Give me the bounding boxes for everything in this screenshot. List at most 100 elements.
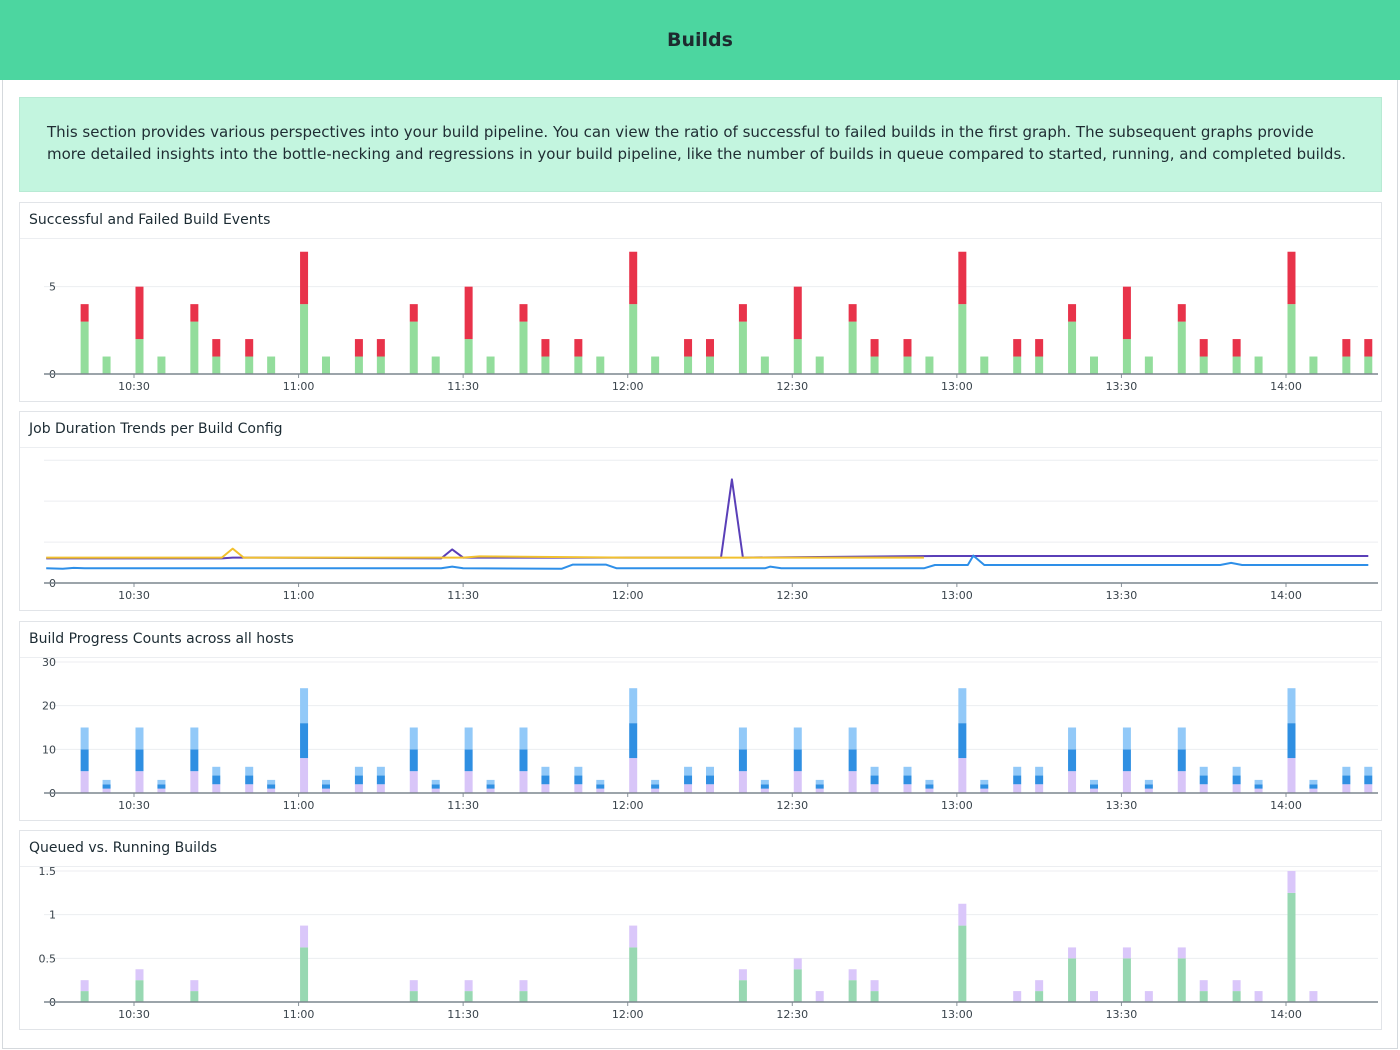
bar-segment-s1 xyxy=(409,749,418,772)
bar-segment-s1 xyxy=(1287,723,1296,759)
bar-segment-s0 xyxy=(1199,356,1208,374)
bar-segment-s0 xyxy=(958,925,967,1002)
bar-segment-s1 xyxy=(464,286,473,340)
y-tick-label: 20 xyxy=(42,700,56,713)
bar-segment-s2 xyxy=(596,779,605,785)
bar-segment-s1 xyxy=(848,749,857,772)
x-tick-label: 13:00 xyxy=(941,589,973,602)
bar-segment-s0 xyxy=(1122,958,1131,1002)
x-tick-label: 14:00 xyxy=(1270,1008,1302,1021)
bar-segment-s0 xyxy=(1309,788,1318,793)
bar-segment-s0 xyxy=(157,356,166,374)
x-tick-label: 11:00 xyxy=(283,1008,315,1021)
bar-segment-s1 xyxy=(738,749,747,772)
bar-segment-s0 xyxy=(300,304,309,374)
x-tick-label: 13:30 xyxy=(1106,1008,1138,1021)
bar-segment-s1 xyxy=(245,775,254,785)
bar-segment-s2 xyxy=(486,779,495,785)
bar-segment-s0 xyxy=(706,784,714,793)
bar-segment-s2 xyxy=(1342,766,1351,776)
bar-segment-s0 xyxy=(1232,356,1241,374)
bar-segment-s1 xyxy=(102,784,111,789)
bar-segment-s0 xyxy=(629,758,638,793)
bar-segment-s1 xyxy=(1013,991,1022,1002)
bar-segment-s2 xyxy=(925,779,934,785)
bar-segment-s1 xyxy=(300,925,309,948)
bar-segment-s0 xyxy=(793,969,802,1002)
bar-segment-s1 xyxy=(1364,775,1373,785)
x-tick-label: 13:00 xyxy=(941,1008,973,1021)
bar-segment-s0 xyxy=(980,788,989,793)
chart-panel-build-events: Successful and Failed Build Events 0510:… xyxy=(19,202,1382,402)
x-tick-label: 12:30 xyxy=(776,380,808,393)
bar-segment-s2 xyxy=(431,779,440,785)
bar-segment-s2 xyxy=(267,779,276,785)
bar-segment-s2 xyxy=(574,766,583,776)
bar-segment-s0 xyxy=(815,356,824,374)
bar-segment-s0 xyxy=(1068,321,1077,374)
bar-segment-s1 xyxy=(793,749,802,772)
x-tick-label: 13:30 xyxy=(1106,589,1138,602)
x-tick-label: 14:00 xyxy=(1270,380,1302,393)
x-tick-label: 12:00 xyxy=(612,799,644,812)
bar-segment-s0 xyxy=(870,356,879,374)
bar-segment-s0 xyxy=(1364,356,1373,374)
bar-segment-s0 xyxy=(245,784,254,793)
bar-segment-s0 xyxy=(464,339,473,374)
page-title: Builds xyxy=(667,29,733,51)
bar-segment-s0 xyxy=(738,771,747,793)
bar-segment-s0 xyxy=(212,784,221,793)
bar-segment-s0 xyxy=(376,356,385,374)
x-tick-label: 11:30 xyxy=(447,380,479,393)
bar-segment-s0 xyxy=(102,788,111,793)
bar-segment-s2 xyxy=(1068,727,1077,750)
bar-segment-s0 xyxy=(925,788,934,793)
x-tick-label: 14:00 xyxy=(1270,799,1302,812)
bar-segment-s1 xyxy=(596,784,605,789)
bar-segment-s0 xyxy=(1342,356,1351,374)
y-tick-label: 5 xyxy=(49,281,56,294)
bar-segment-s0 xyxy=(684,784,693,793)
x-tick-label: 12:30 xyxy=(776,799,808,812)
bar-segment-s0 xyxy=(80,321,89,374)
bar-segment-s0 xyxy=(322,356,330,374)
bar-segment-s1 xyxy=(1035,980,1044,992)
bar-segment-s1 xyxy=(980,784,989,789)
bar-segment-s1 xyxy=(519,749,528,772)
bar-segment-s0 xyxy=(958,304,967,374)
bar-segment-s2 xyxy=(245,766,254,776)
bar-segment-s0 xyxy=(519,991,528,1002)
bar-segment-s1 xyxy=(1232,980,1241,992)
x-tick-label: 12:00 xyxy=(612,589,644,602)
bar-segment-s1 xyxy=(541,775,550,785)
bar-segment-s2 xyxy=(958,688,967,724)
bar-segment-s0 xyxy=(1035,356,1044,374)
bar-segment-s0 xyxy=(464,771,473,793)
bar-segment-s1 xyxy=(1068,947,1077,959)
bar-segment-s0 xyxy=(1013,784,1022,793)
bar-segment-s1 xyxy=(815,991,824,1002)
bar-segment-s0 xyxy=(848,771,857,793)
bar-segment-s1 xyxy=(1144,784,1153,789)
bar-segment-s1 xyxy=(629,723,638,759)
bar-segment-s0 xyxy=(1013,356,1022,374)
bar-segment-s2 xyxy=(1177,727,1186,750)
bar-segment-s1 xyxy=(815,784,824,789)
x-tick-label: 11:00 xyxy=(283,380,315,393)
bar-segment-s1 xyxy=(793,286,802,340)
bar-segment-s1 xyxy=(1199,339,1208,357)
bar-segment-s1 xyxy=(1309,784,1318,789)
bar-segment-s1 xyxy=(870,980,879,992)
bar-segment-s1 xyxy=(354,775,363,785)
bar-segment-s1 xyxy=(157,784,166,789)
x-tick-label: 13:30 xyxy=(1106,799,1138,812)
bar-segment-s1 xyxy=(1122,286,1131,340)
bar-segment-s0 xyxy=(760,356,769,374)
bar-segment-s0 xyxy=(1122,771,1131,793)
bar-segment-s2 xyxy=(815,779,824,785)
bar-segment-s1 xyxy=(190,749,199,772)
x-tick-label: 10:30 xyxy=(118,380,150,393)
bar-segment-s0 xyxy=(706,356,714,374)
bar-segment-s0 xyxy=(980,356,989,374)
bar-segment-s1 xyxy=(793,958,802,970)
